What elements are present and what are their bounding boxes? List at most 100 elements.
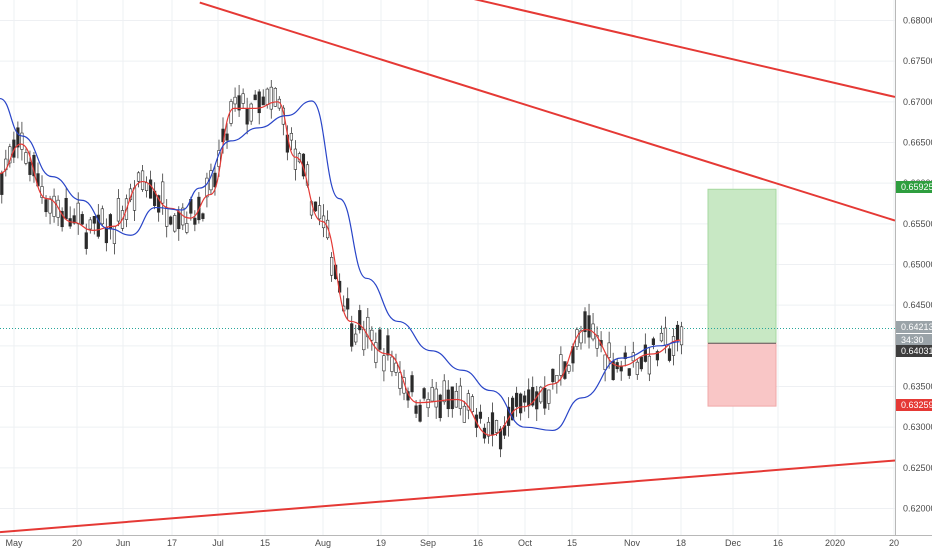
price-tag: 0.64213 — [896, 321, 932, 333]
candle — [100, 205, 104, 227]
candle — [547, 389, 551, 411]
candle — [233, 87, 237, 112]
candle — [52, 188, 56, 223]
candle — [535, 385, 539, 422]
candle — [667, 345, 672, 363]
candle — [422, 387, 426, 401]
svg-text:0.64213: 0.64213 — [901, 322, 932, 332]
candle — [651, 336, 655, 350]
time-tick-label: 20 — [72, 538, 82, 548]
loss-zone[interactable] — [707, 342, 777, 407]
candle — [659, 325, 664, 343]
candle — [140, 164, 145, 192]
time-tick-label: Dec — [725, 538, 742, 548]
time-tick-label: 2020 — [825, 538, 845, 548]
candle — [627, 368, 631, 379]
candle — [237, 84, 241, 117]
candle — [193, 210, 197, 232]
time-tick-label: Sep — [420, 538, 436, 548]
time-tick-label: 20 — [889, 538, 899, 548]
time-axis-labels[interactable]: May 20 Jun 17 Jul 15 Aug 19 Sep 16 Oct 15 Nov 18 Dec 16… — [5, 538, 899, 548]
candle — [173, 213, 177, 233]
candle — [458, 377, 462, 416]
time-tick-label: 18 — [676, 538, 686, 548]
candle — [225, 123, 229, 149]
price-tag: 0.64031 — [896, 345, 932, 357]
time-tick-label: Aug — [315, 538, 331, 548]
candle — [647, 347, 651, 382]
svg-text:0.65925: 0.65925 — [901, 182, 932, 192]
candle — [567, 363, 571, 375]
price-tag: 0.63259 — [896, 399, 932, 411]
fast-moving-average — [0, 101, 681, 436]
candle — [241, 88, 245, 109]
slow-moving-average — [0, 97, 680, 432]
candle — [92, 215, 96, 235]
candle — [486, 416, 491, 444]
candle — [293, 140, 298, 181]
time-tick-label: 16 — [473, 538, 483, 548]
candle — [370, 326, 374, 351]
time-tick-label: Jun — [116, 538, 131, 548]
candle — [470, 394, 474, 415]
price-tag: 0.65925 — [896, 181, 932, 193]
candle — [201, 212, 205, 222]
candle — [398, 361, 402, 396]
candle — [434, 381, 438, 419]
candle — [430, 378, 434, 403]
candle — [20, 121, 24, 161]
candle — [169, 215, 173, 226]
moving-averages — [0, 97, 681, 436]
candle — [655, 349, 660, 367]
candle — [410, 371, 414, 397]
price-tag: 34:30 — [896, 334, 932, 346]
candle — [374, 332, 378, 369]
candle — [257, 89, 261, 125]
profit-zone[interactable] — [707, 188, 777, 344]
trendlines[interactable] — [0, 0, 896, 534]
candle — [671, 328, 676, 366]
candle — [273, 87, 277, 107]
candle — [426, 392, 430, 417]
candle — [60, 207, 64, 232]
candle — [313, 201, 318, 213]
candle — [478, 404, 483, 424]
time-tick-label: 15 — [567, 538, 577, 548]
candle — [515, 386, 519, 417]
long-position-tool[interactable] — [0, 188, 895, 407]
candle — [80, 211, 84, 226]
time-tick-label: Nov — [624, 538, 641, 548]
candle — [346, 287, 350, 319]
candle — [358, 304, 362, 334]
ascending-support-line[interactable] — [0, 459, 896, 534]
candle — [462, 400, 466, 423]
candle — [8, 143, 12, 168]
candle — [261, 89, 265, 106]
candle — [603, 354, 607, 382]
candle — [88, 216, 92, 234]
candle — [635, 358, 639, 380]
candle — [289, 127, 293, 151]
candle — [543, 376, 547, 415]
candle — [116, 189, 121, 227]
candle — [490, 402, 495, 447]
upper-channel-line[interactable] — [0, 0, 896, 98]
candle — [438, 393, 442, 422]
descending-resistance-line[interactable] — [199, 1, 896, 222]
time-tick-label: May — [5, 538, 23, 548]
candle — [607, 331, 611, 369]
candle — [213, 166, 217, 196]
candle — [253, 90, 257, 101]
candle — [450, 386, 454, 418]
price-tags: 0.65925 0.64213 34:300.64031 0.63259 — [896, 181, 932, 411]
svg-text:0.63259: 0.63259 — [901, 400, 932, 410]
